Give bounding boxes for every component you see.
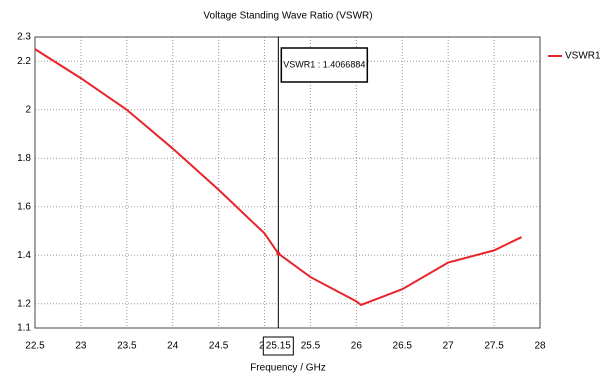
y-tick-label: 1.1	[17, 323, 31, 334]
marker-label-box	[280, 47, 369, 83]
y-tick-label: 1.4	[17, 250, 31, 261]
marker-point	[276, 251, 281, 256]
x-tick-label: 26	[351, 341, 363, 352]
x-tick-label: 22.5	[25, 341, 45, 352]
marker-tick-label: 25.15	[266, 341, 291, 352]
x-tick-label: 23.5	[117, 341, 137, 352]
y-tick-label: 2.3	[17, 32, 31, 43]
x-tick-label: 28	[534, 341, 546, 352]
y-tick-label: 2.2	[17, 56, 31, 67]
x-tick-label: 26.5	[393, 341, 413, 352]
y-tick-label: 1.8	[17, 153, 31, 164]
x-tick-label: 24.5	[209, 341, 229, 352]
legend-label: VSWR1	[565, 51, 601, 62]
x-tick-label: 23	[75, 341, 87, 352]
x-tick-label: 25.5	[301, 341, 321, 352]
y-tick-label: 2	[25, 104, 31, 115]
marker-tick-box	[262, 336, 294, 356]
y-tick-label: 1.2	[17, 298, 31, 309]
plot-frame	[34, 36, 541, 329]
x-axis-label: Frequency / GHz	[250, 363, 326, 374]
x-tick-label: 27.5	[484, 341, 504, 352]
x-tick-label: 24	[167, 341, 179, 352]
y-tick-label: 1.6	[17, 201, 31, 212]
line	[34, 48, 523, 307]
marker-label: VSWR1 : 1.4066884	[283, 59, 365, 69]
chart-title: Voltage Standing Wave Ratio (VSWR)	[203, 11, 372, 22]
x-tick-label: 27	[443, 341, 455, 352]
